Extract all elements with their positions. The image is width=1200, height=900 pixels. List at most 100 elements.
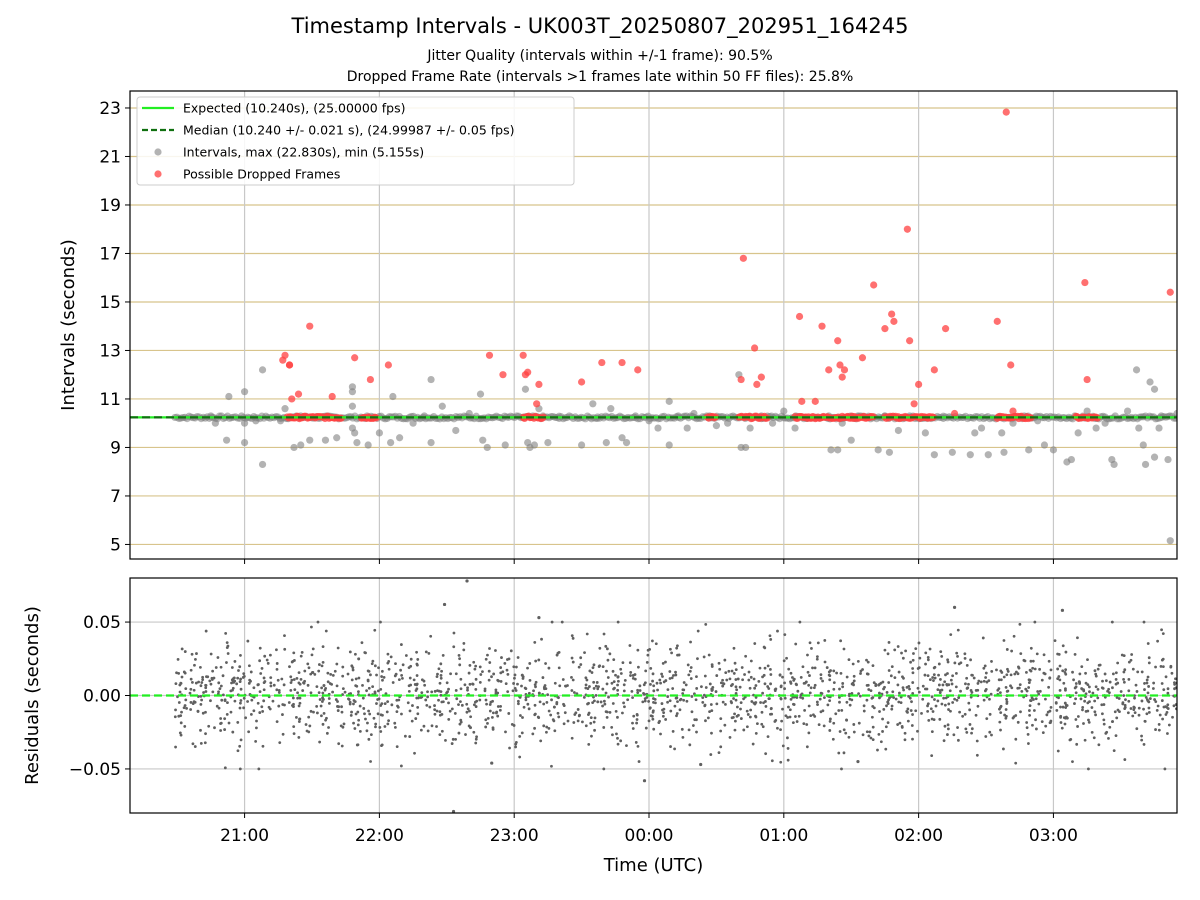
residual-point <box>219 717 223 720</box>
residual-point <box>447 717 451 721</box>
interval-point <box>874 446 882 454</box>
residual-point <box>837 709 841 712</box>
residual-point <box>327 701 331 705</box>
residual-point <box>865 658 868 662</box>
residual-point <box>949 709 952 713</box>
residual-point <box>401 663 405 667</box>
residual-point <box>239 677 243 681</box>
residual-point <box>778 673 782 677</box>
residual-point <box>435 709 439 713</box>
residual-point <box>1010 649 1014 653</box>
residual-point <box>562 722 566 726</box>
residual-point <box>579 656 583 660</box>
residual-point <box>670 651 673 655</box>
residual-point <box>605 716 609 719</box>
residual-point <box>879 681 883 685</box>
residual-point <box>199 741 203 745</box>
residual-point <box>238 680 242 684</box>
residual-point <box>320 686 324 690</box>
residual-point <box>545 730 548 734</box>
residual-point <box>938 717 942 721</box>
x-tick-label: 02:00 <box>894 826 943 846</box>
residual-point <box>297 720 301 724</box>
residual-point <box>369 733 373 737</box>
residual-point <box>650 714 654 718</box>
residual-point <box>769 682 772 686</box>
residual-point <box>838 730 842 733</box>
interval-point <box>971 429 979 437</box>
residual-point <box>594 693 598 697</box>
residual-point <box>262 688 266 692</box>
residual-point <box>851 681 855 685</box>
y-tick-label: 11 <box>99 390 121 410</box>
residual-point <box>916 667 920 670</box>
residual-point <box>276 678 280 682</box>
residual-point <box>278 741 282 745</box>
residual-point <box>768 697 771 701</box>
residual-point <box>563 711 567 715</box>
residual-point <box>733 661 737 665</box>
dropped-frame-point <box>634 366 642 374</box>
residual-point <box>302 681 305 685</box>
residual-point <box>247 664 251 668</box>
residual-point <box>929 707 933 711</box>
residual-point <box>780 719 784 723</box>
residual-point <box>1004 708 1008 711</box>
residual-point <box>1127 677 1131 681</box>
residual-point <box>789 671 793 675</box>
residual-point <box>874 684 878 687</box>
residual-point <box>1173 687 1176 691</box>
residual-point <box>1155 709 1159 712</box>
residual-point <box>239 738 243 742</box>
residual-point <box>317 691 321 695</box>
residual-point <box>661 708 664 712</box>
residual-point <box>666 688 670 692</box>
residual-point <box>631 696 634 700</box>
dropped-frame-point <box>753 380 761 389</box>
residual-point <box>988 697 991 701</box>
residual-point <box>1156 704 1160 708</box>
residual-point <box>422 724 426 728</box>
residual-point <box>823 639 827 642</box>
interval-point <box>225 392 233 401</box>
residual-point <box>310 625 313 629</box>
residual-point <box>942 739 946 743</box>
residual-point <box>721 682 725 685</box>
residual-point <box>1033 667 1037 671</box>
residual-point <box>1129 707 1133 710</box>
y-tick-label: −0.05 <box>69 760 121 780</box>
interval-point <box>1150 453 1159 461</box>
residual-point <box>275 688 279 692</box>
residual-point <box>644 726 648 730</box>
residual-point <box>207 724 211 728</box>
residual-point <box>233 660 237 663</box>
residual-point <box>887 669 891 672</box>
residual-point <box>1107 736 1110 740</box>
residual-point <box>633 673 637 676</box>
residual-point <box>504 730 507 734</box>
residual-point <box>1057 652 1061 656</box>
residual-point <box>606 676 610 679</box>
residual-point <box>192 688 196 692</box>
residual-point <box>518 734 522 738</box>
residual-point <box>1090 706 1094 709</box>
interval-point <box>387 439 395 447</box>
residual-point <box>1064 687 1067 691</box>
residual-point <box>939 678 942 681</box>
residual-point <box>616 683 619 687</box>
residual-point <box>721 684 725 688</box>
residual-point <box>557 715 561 719</box>
residual-point <box>518 755 522 759</box>
residual-point <box>1056 667 1060 671</box>
residual-point <box>734 685 738 689</box>
residual-point <box>436 672 439 676</box>
residual-point <box>598 664 602 668</box>
residual-point <box>297 704 301 708</box>
residual-point <box>1102 718 1106 722</box>
interval-point <box>622 439 631 447</box>
residual-point <box>395 710 399 714</box>
residual-point <box>1160 682 1164 685</box>
residual-point <box>1108 680 1112 684</box>
interval-point <box>521 385 530 393</box>
residual-point <box>603 702 607 706</box>
